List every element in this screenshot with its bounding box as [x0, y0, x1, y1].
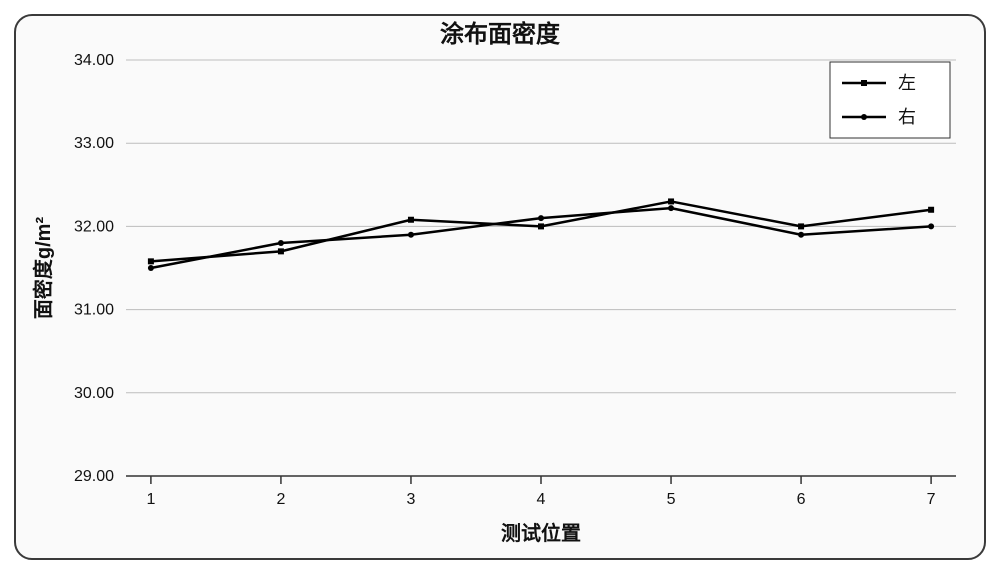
series-marker-square: [408, 217, 414, 223]
chart-panel: 涂布面密度 29.00 30.00 31.00 32.00 33.00 34.00 1 2 3 4 5…: [14, 14, 986, 560]
y-axis-label: 面密度g/m²: [31, 217, 55, 320]
series-marker-circle: [408, 232, 414, 238]
series-marker-circle: [278, 240, 284, 246]
x-tick-label: 3: [407, 491, 416, 508]
series-marker-square: [668, 198, 674, 204]
series-marker-square: [538, 223, 544, 229]
x-tick-label: 5: [667, 491, 676, 508]
series-marker-circle: [928, 223, 934, 229]
y-tick-label: 29.00: [74, 468, 114, 485]
y-tick-label: 31.00: [74, 302, 114, 319]
chart-svg: 涂布面密度 29.00 30.00 31.00 32.00 33.00 34.00 1 2 3 4 5…: [16, 16, 984, 558]
series-marker-square: [148, 258, 154, 264]
series-line: [151, 201, 931, 261]
legend-label: 右: [898, 107, 916, 127]
x-tick-label: 2: [276, 491, 285, 508]
y-tick-label: 34.00: [74, 52, 114, 69]
series-marker-circle: [538, 215, 544, 221]
legend-marker-square: [861, 80, 867, 86]
x-tick-label: 1: [146, 491, 155, 508]
series-marker-circle: [668, 205, 674, 211]
y-tick-label: 33.00: [74, 135, 114, 152]
series-marker-square: [798, 223, 804, 229]
x-tick-label: 4: [537, 491, 546, 508]
x-tick-label: 7: [927, 491, 936, 508]
series-marker-circle: [148, 265, 154, 271]
outer-frame: 涂布面密度 29.00 30.00 31.00 32.00 33.00 34.00 1 2 3 4 5…: [0, 0, 1000, 574]
x-tick-label: 6: [797, 491, 806, 508]
chart-title: 涂布面密度: [440, 20, 561, 48]
legend-marker-circle: [861, 114, 867, 120]
chart-container: 涂布面密度 29.00 30.00 31.00 32.00 33.00 34.00 1 2 3 4 5…: [16, 16, 984, 558]
y-tick-label: 32.00: [74, 218, 114, 235]
series-marker-square: [278, 248, 284, 254]
series-marker-circle: [798, 232, 804, 238]
y-tick-label: 30.00: [74, 385, 114, 402]
legend-box: [830, 62, 950, 138]
series-marker-square: [928, 207, 934, 213]
legend-label: 左: [898, 73, 916, 93]
x-axis-label: 测试位置: [501, 521, 581, 545]
